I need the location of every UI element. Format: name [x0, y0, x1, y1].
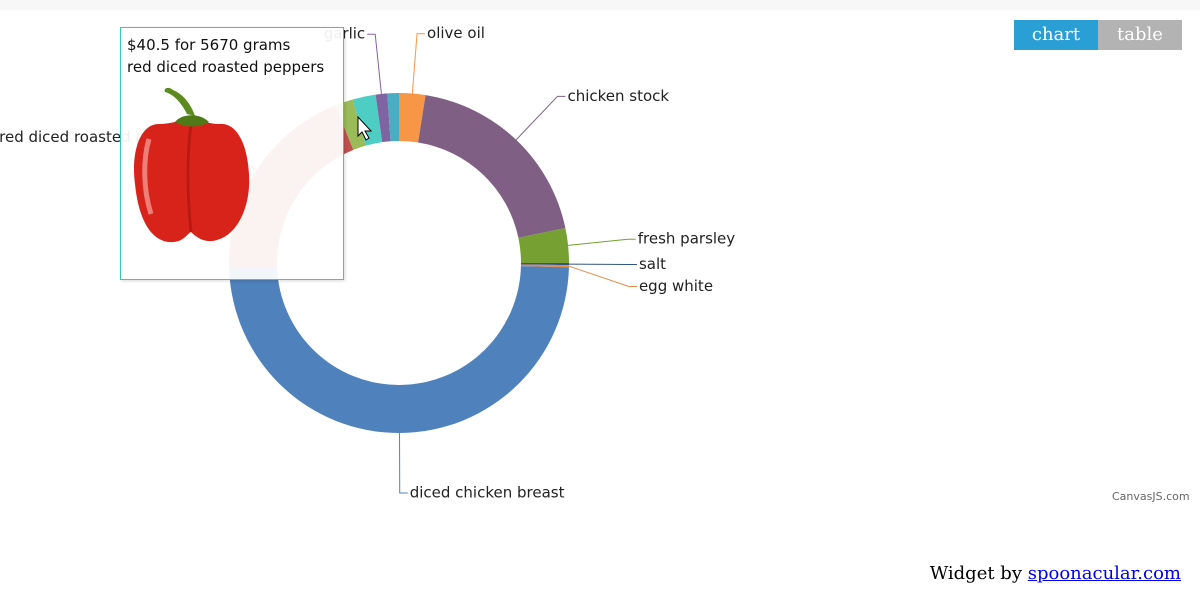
leader-line: [568, 265, 637, 287]
segment-label: fresh parsley: [638, 230, 736, 248]
leader-line: [568, 238, 636, 246]
top-bar: [0, 0, 1200, 10]
doughnut-segment: [387, 93, 399, 142]
leader-line: [367, 33, 382, 94]
doughnut-segment: [375, 93, 391, 143]
tooltip-text: $40.5 for 5670 grams: [127, 36, 291, 54]
tooltip-category: red diced roasted peppers: [127, 58, 325, 76]
pepper-image: [134, 87, 250, 243]
segment-label: olive oil: [427, 24, 485, 42]
leader-line: [411, 33, 426, 94]
segment-label: chicken stock: [567, 87, 669, 105]
leader-line: [399, 432, 408, 494]
tab-chart[interactable]: chart: [1014, 20, 1098, 50]
tabs: chart table: [1014, 20, 1182, 50]
doughnut-segment: [520, 264, 569, 268]
doughnut-segment: [520, 263, 569, 266]
segment-label: salt: [639, 255, 666, 273]
segment-label: egg white: [639, 277, 713, 295]
credit: CanvasJS.com: [1112, 490, 1190, 503]
footer: Widget by spoonacular.com: [930, 563, 1181, 584]
mouse-cursor: [357, 115, 373, 141]
doughnut-segment: [518, 228, 569, 263]
tooltip: $40.5 for 5670 grams red diced roasted p…: [120, 27, 344, 280]
segment-label: diced chicken breast: [410, 483, 565, 501]
doughnut-segment: [418, 95, 566, 238]
footer-link[interactable]: spoonacular.com: [1027, 563, 1181, 584]
leader-line: [515, 95, 566, 141]
doughnut-segment: [399, 93, 426, 143]
tab-table[interactable]: table: [1098, 20, 1182, 50]
doughnut-segment: [352, 94, 383, 146]
doughnut-segment: [229, 266, 569, 433]
footer-text: Widget by: [929, 563, 1022, 584]
